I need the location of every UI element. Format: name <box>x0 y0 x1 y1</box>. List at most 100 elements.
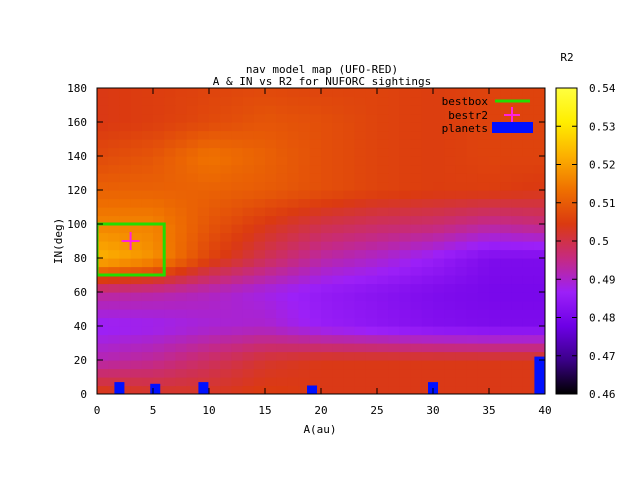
heatmap-cell <box>242 343 255 353</box>
heatmap-cell <box>477 96 490 106</box>
legend-label: planets <box>442 122 488 135</box>
heatmap-cell <box>444 207 456 217</box>
heatmap-cell <box>276 360 288 370</box>
heatmap-cell <box>130 275 143 285</box>
heatmap-cell <box>332 215 344 225</box>
heatmap-cell <box>365 334 378 344</box>
heatmap-cell <box>130 207 143 217</box>
heatmap-cell <box>164 147 176 157</box>
heatmap-cell <box>153 88 165 98</box>
heatmap-cell <box>489 385 501 394</box>
heatmap-cell <box>186 164 199 174</box>
heatmap-cell <box>477 292 490 302</box>
heatmap-cell <box>298 96 311 106</box>
heatmap-cell <box>332 198 344 208</box>
heatmap-cell <box>276 122 288 132</box>
heatmap-cell <box>433 164 445 174</box>
heatmap-cell <box>433 351 445 361</box>
heatmap-cell <box>354 113 367 123</box>
heatmap-cell <box>242 292 255 302</box>
heatmap-cell <box>220 215 232 225</box>
heatmap-cell <box>399 215 412 225</box>
heatmap-cell <box>175 343 188 353</box>
heatmap-cell <box>354 96 367 106</box>
heatmap-cell <box>186 130 199 140</box>
heatmap-cell <box>298 232 311 242</box>
heatmap-cell <box>365 130 378 140</box>
heatmap-cell <box>410 343 423 353</box>
heatmap-cell <box>265 173 277 183</box>
heatmap-cell <box>276 198 288 208</box>
heatmap-cell <box>209 181 221 191</box>
heatmap-cell <box>377 156 389 166</box>
y-axis-label: IN(deg) <box>52 218 65 264</box>
heatmap-cell <box>500 147 512 157</box>
heatmap-cell <box>141 198 154 208</box>
heatmap-cell <box>365 266 378 276</box>
heatmap-cell <box>354 241 367 251</box>
heatmap-cell <box>175 368 188 378</box>
heatmap-cell <box>141 249 154 259</box>
heatmap-cell <box>309 360 322 370</box>
heatmap-cell <box>489 139 501 149</box>
heatmap-cell <box>119 266 132 276</box>
heatmap-cell <box>97 343 109 353</box>
heatmap-cell <box>97 190 109 200</box>
heatmap-cell <box>209 113 221 123</box>
heatmap-cell <box>511 377 524 387</box>
heatmap-cell <box>141 368 154 378</box>
heatmap-cell <box>421 377 434 387</box>
heatmap-cell <box>153 113 165 123</box>
heatmap-cell <box>119 96 132 106</box>
heatmap-cell <box>287 113 300 123</box>
heatmap-cell <box>332 241 344 251</box>
heatmap-cell <box>522 156 535 166</box>
heatmap-cell <box>186 96 199 106</box>
heatmap-cell <box>242 224 255 234</box>
heatmap-cell <box>287 224 300 234</box>
heatmap-cell <box>141 181 154 191</box>
y-tick-label: 100 <box>67 218 87 231</box>
heatmap-cell <box>377 232 389 242</box>
heatmap-cell <box>309 275 322 285</box>
heatmap-cell <box>253 181 266 191</box>
heatmap-cell <box>343 96 356 106</box>
heatmap-cell <box>287 317 300 327</box>
heatmap-cell <box>298 249 311 259</box>
heatmap-cell <box>119 181 132 191</box>
heatmap-cell <box>209 164 221 174</box>
heatmap-cell <box>444 105 456 115</box>
heatmap-cell <box>186 215 199 225</box>
heatmap-cell <box>466 300 479 310</box>
heatmap-cell <box>511 113 524 123</box>
colorbar-tick-label: 0.53 <box>589 120 616 133</box>
heatmap-cell <box>287 334 300 344</box>
heatmap-cell <box>276 147 288 157</box>
heatmap-cell <box>119 190 132 200</box>
heatmap-cell <box>365 224 378 234</box>
heatmap-cell <box>399 122 412 132</box>
heatmap-cell <box>276 368 288 378</box>
heatmap-cell <box>354 198 367 208</box>
heatmap-cell <box>399 309 412 319</box>
heatmap-cell <box>242 368 255 378</box>
heatmap-cell <box>253 207 266 217</box>
heatmap-cell <box>343 377 356 387</box>
heatmap-cell <box>119 309 132 319</box>
heatmap-cell <box>108 292 120 302</box>
heatmap-cell <box>421 147 434 157</box>
heatmap-cell <box>343 360 356 370</box>
heatmap-cell <box>533 173 545 183</box>
heatmap-cell <box>175 266 188 276</box>
heatmap-cell <box>186 326 199 336</box>
heatmap-cell <box>309 377 322 387</box>
heatmap-cell <box>354 164 367 174</box>
heatmap-cell <box>421 351 434 361</box>
heatmap-cell <box>332 232 344 242</box>
heatmap-cell <box>522 309 535 319</box>
heatmap-cell <box>108 249 120 259</box>
heatmap-cell <box>265 309 277 319</box>
heatmap-cell <box>410 377 423 387</box>
heatmap-cell <box>108 105 120 115</box>
heatmap-cell <box>321 309 333 319</box>
